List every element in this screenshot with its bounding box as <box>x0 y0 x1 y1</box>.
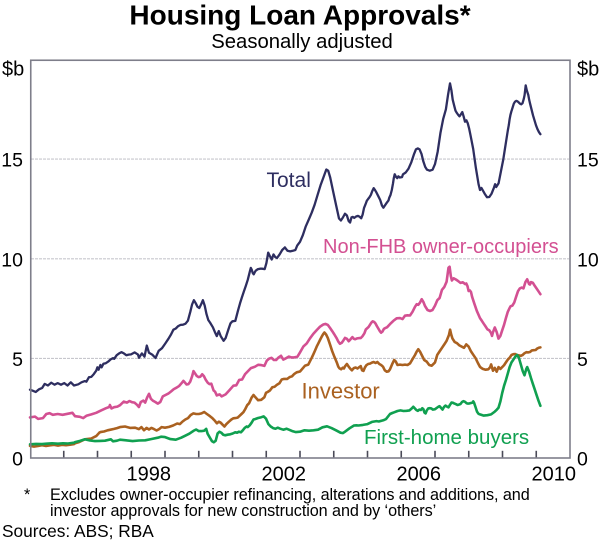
svg-text:0: 0 <box>12 449 23 471</box>
svg-text:5: 5 <box>12 349 23 371</box>
svg-text:*: * <box>24 486 31 504</box>
svg-text:15: 15 <box>577 150 599 172</box>
svg-text:investor approvals for new con: investor approvals for new construction … <box>50 502 436 520</box>
svg-text:Total: Total <box>267 169 311 192</box>
svg-text:Sources: ABS; RBA: Sources: ABS; RBA <box>2 521 154 540</box>
svg-text:2002: 2002 <box>262 463 307 485</box>
svg-text:1998: 1998 <box>127 463 172 485</box>
svg-text:Non-FHB owner-occupiers: Non-FHB owner-occupiers <box>323 236 559 258</box>
svg-text:Investor: Investor <box>302 378 380 403</box>
svg-text:0: 0 <box>577 449 588 471</box>
svg-text:$b: $b <box>2 58 24 80</box>
svg-text:10: 10 <box>1 249 23 271</box>
svg-text:Excludes owner-occupier refina: Excludes owner-occupier refinancing, alt… <box>50 486 530 504</box>
svg-text:$b: $b <box>577 58 599 80</box>
svg-text:2006: 2006 <box>397 463 442 485</box>
svg-text:First-home buyers: First-home buyers <box>364 426 529 449</box>
svg-text:2010: 2010 <box>532 463 577 485</box>
svg-text:5: 5 <box>577 349 588 371</box>
svg-text:Seasonally adjusted: Seasonally adjusted <box>211 31 393 53</box>
svg-text:Housing Loan Approvals*: Housing Loan Approvals* <box>129 0 470 30</box>
svg-text:15: 15 <box>1 150 23 172</box>
svg-text:10: 10 <box>577 249 599 271</box>
